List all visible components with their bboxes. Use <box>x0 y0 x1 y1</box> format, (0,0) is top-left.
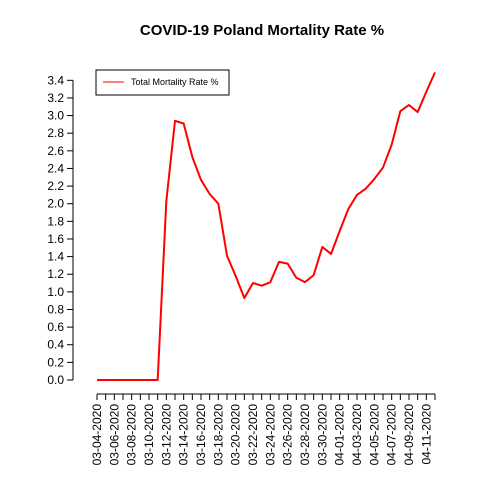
y-tick-label: 0.4 <box>47 338 64 352</box>
y-tick-label: 2.2 <box>47 179 64 193</box>
y-tick-label: 2.6 <box>47 144 64 158</box>
y-tick-label: 1.6 <box>47 232 64 246</box>
x-tick-label: 03-30-2020 <box>315 404 329 466</box>
x-tick-label: 04-05-2020 <box>367 404 381 466</box>
x-tick-label: 03-22-2020 <box>246 404 260 466</box>
x-tick-label: 03-04-2020 <box>90 404 104 466</box>
y-tick-label: 0.8 <box>47 302 64 316</box>
y-tick-label: 2.4 <box>47 161 64 175</box>
x-tick-label: 03-20-2020 <box>229 404 243 466</box>
y-tick-label: 3.2 <box>47 91 64 105</box>
x-tick-label: 03-14-2020 <box>177 404 191 466</box>
x-tick-label: 04-07-2020 <box>385 404 399 466</box>
y-axis: 0.0 0.2 0.4 0.6 0.8 1.0 1.2 1.4 1.6 1.8 2.0 2.2 2.4 2… <box>47 73 74 387</box>
y-tick-label: 2.0 <box>47 197 64 211</box>
y-tick-label: 3.4 <box>47 73 64 87</box>
y-tick-label: 1.0 <box>47 285 64 299</box>
y-tick-label: 3.0 <box>47 109 64 123</box>
y-tick-label: 1.4 <box>47 250 64 264</box>
x-tick-label: 04-11-2020 <box>419 404 433 465</box>
x-tick-label: 04-03-2020 <box>350 404 364 466</box>
legend-label: Total Mortality Rate % <box>131 77 219 87</box>
y-tick-label: 0.6 <box>47 320 64 334</box>
y-tick-label: 0.0 <box>47 373 64 387</box>
x-tick-label: 04-09-2020 <box>402 404 416 466</box>
x-tick-label: 03-16-2020 <box>194 404 208 466</box>
y-tick-label: 1.2 <box>47 267 64 281</box>
chart-title: COVID-19 Poland Mortality Rate % <box>140 22 384 39</box>
x-tick-label: 03-10-2020 <box>142 404 156 466</box>
y-tick-label: 1.8 <box>47 214 64 228</box>
x-tick-label: 03-26-2020 <box>281 404 295 466</box>
y-tick-label: 0.2 <box>47 355 64 369</box>
legend: Total Mortality Rate % <box>95 69 230 96</box>
x-tick-label: 04-01-2020 <box>333 404 347 466</box>
x-tick-label: 03-24-2020 <box>263 404 277 466</box>
x-tick-label: 03-08-2020 <box>125 404 139 466</box>
x-tick-label: 03-12-2020 <box>159 404 173 466</box>
x-axis: 03-04-2020 03-06-2020 03-08-2020 03-10-2020… <box>90 393 436 466</box>
x-tick-label: 03-28-2020 <box>298 404 312 466</box>
plot-area <box>97 71 436 381</box>
y-tick-label: 2.8 <box>47 126 64 140</box>
x-tick-label: 03-18-2020 <box>211 404 225 466</box>
series-line <box>97 71 436 381</box>
x-tick-label: 03-06-2020 <box>107 404 121 466</box>
